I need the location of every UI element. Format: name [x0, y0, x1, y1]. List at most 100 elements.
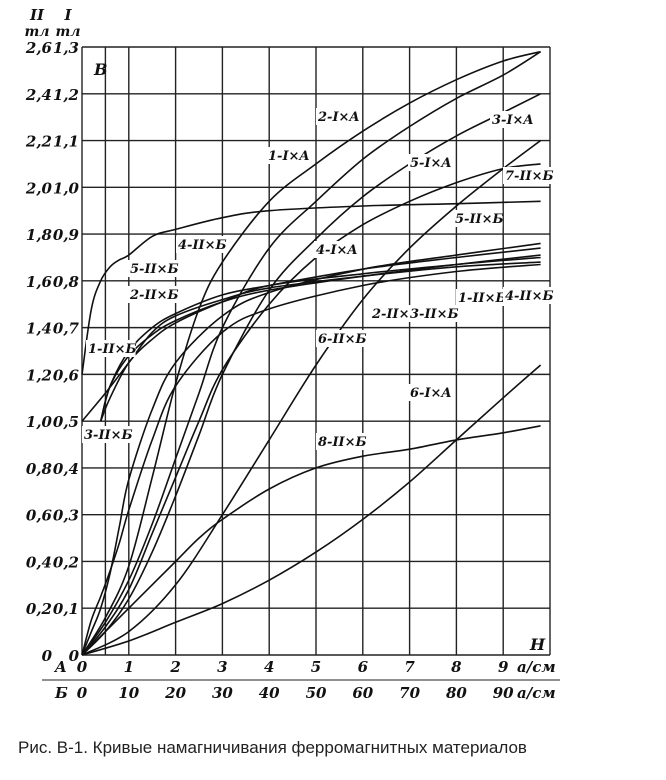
curve-label-14: 6-II×Б: [318, 332, 367, 347]
series-line-13: [81, 139, 542, 656]
curve-label-bg-17: [408, 384, 450, 401]
y-tick-I-0: 1,3: [53, 39, 79, 57]
y-axis-I-header-unit: тл: [55, 24, 80, 40]
series-line-6: [81, 263, 541, 656]
x-tick-B-5: 50: [306, 684, 327, 702]
curve-label-bg-0: [316, 108, 358, 125]
y-tick-I-2: 1,1: [53, 133, 79, 151]
curve-label-bg-8: [128, 260, 178, 277]
y-tick-II-4: 1,8: [26, 226, 53, 244]
curve-label-bg-5: [453, 210, 503, 227]
curve-label-17: 6-I×A: [410, 386, 452, 401]
y-tick-II-13: 0: [42, 647, 53, 665]
curve-label-bg-11: [408, 305, 458, 322]
curve-label-bg-6: [176, 236, 226, 253]
y-tick-I-5: 0,8: [53, 273, 80, 291]
curve-label-16: 3-II×Б: [84, 428, 133, 443]
magnetization-chart: 2-I×A 3-I×A 1-I×A 5-I×A 7-II×Б 5-II×Б 4-II×Б 4-…: [24, 6, 560, 702]
axes: 2,6 1,32,4 1,22,2 1,12,0 1,01,8 0,91,6 0,81,4 0…: [24, 6, 560, 702]
curve-label-bg-9: [128, 286, 178, 303]
x-axis-label: H: [529, 635, 546, 654]
curve-label-7: 4-I×A: [316, 243, 358, 258]
x-tick-A-4: 4: [264, 658, 274, 676]
x-tick-B-0: 0: [77, 684, 88, 702]
y-tick-II-3: 2,0: [25, 179, 53, 197]
x-tick-A-8: 8: [451, 658, 462, 676]
x-tick-A-1: 1: [124, 658, 134, 676]
curve-label-bg-2: [266, 147, 308, 164]
x-tick-A-6: 6: [358, 658, 369, 676]
y-tick-II-1: 2,4: [25, 86, 52, 104]
series-line-10: [81, 50, 541, 656]
x-tick-A-5: 5: [311, 658, 321, 676]
curve-label-3: 5-I×A: [410, 156, 452, 171]
y-tick-II-11: 0,4: [26, 553, 52, 571]
curve-label-bg-12: [456, 289, 506, 306]
y-tick-I-7: 0,6: [53, 366, 80, 384]
series-line-5: [99, 247, 541, 422]
series-line-12: [81, 163, 541, 656]
series-line-4: [81, 261, 541, 422]
x-tick-A-9: 9: [498, 658, 509, 676]
series-line-8: [81, 425, 541, 656]
curve-label-4: 7-II×Б: [505, 169, 554, 184]
curves: [81, 50, 542, 656]
curve-label-8: 5-II×Б: [130, 262, 179, 277]
x-tick-B-2: 20: [164, 684, 186, 702]
curve-label-bg-1: [490, 111, 532, 128]
curve-label-9: 2-II×Б: [129, 288, 179, 303]
series-line-3: [99, 256, 541, 422]
figure-caption: Рис. В-1. Кривые намагничивания ферромаг…: [18, 738, 527, 757]
y-tick-II-7: 1,2: [26, 366, 52, 384]
y-axis-I-header-roman: I: [63, 6, 72, 24]
x-tick-B-7: 70: [399, 684, 420, 702]
series-line-11: [81, 93, 541, 656]
series-line-14: [81, 364, 542, 656]
y-tick-I-1: 1,2: [53, 86, 79, 104]
y-tick-I-8: 0,5: [53, 413, 79, 431]
curve-label-bg-13: [503, 287, 553, 304]
curve-label-5: 5-II×Б: [455, 212, 504, 227]
x-tick-B-1: 10: [118, 684, 139, 702]
curve-label-6: 4-II×Б: [178, 238, 227, 253]
y-tick-II-6: 1,4: [26, 320, 52, 338]
x-tick-A-2: 2: [169, 658, 180, 676]
y-tick-II-12: 0,2: [26, 600, 52, 618]
x-axis-B-unit: а/см: [517, 684, 556, 702]
x-axis-B-row-label: Б: [54, 684, 68, 702]
curve-label-bg-3: [408, 154, 450, 171]
curve-label-11: 3-II×Б: [410, 307, 459, 322]
y-tick-II-5: 1,6: [26, 273, 53, 291]
y-axis-label: B: [93, 60, 108, 79]
curve-label-12: 1-II×Б: [458, 291, 507, 306]
curve-label-13: 4-II×Б: [505, 289, 554, 304]
y-axis-II-header-unit: тл: [24, 24, 49, 40]
y-tick-I-11: 0,2: [53, 553, 79, 571]
x-tick-A-3: 3: [217, 658, 227, 676]
y-tick-I-3: 1,0: [53, 179, 80, 197]
curve-label-bg-15: [86, 340, 136, 357]
curve-label-bg-4: [503, 167, 553, 184]
curve-label-bg-7: [314, 241, 356, 258]
curve-label-2: 1-I×A: [268, 149, 310, 164]
y-tick-I-6: 0,7: [53, 320, 80, 338]
curve-label-15: 1-II×Б: [88, 342, 137, 357]
curve-label-18: 8-II×Б: [318, 435, 367, 450]
x-axis-A-row-label: A: [53, 658, 67, 676]
y-tick-I-4: 0,9: [53, 226, 80, 244]
curve-label-1: 3-I×A: [492, 113, 534, 128]
y-tick-I-10: 0,3: [53, 507, 79, 525]
y-tick-II-9: 0,8: [26, 460, 53, 478]
x-tick-A-0: 0: [77, 658, 88, 676]
x-tick-B-8: 80: [446, 684, 467, 702]
curve-label-bg-10: [370, 305, 420, 322]
grid: [81, 46, 551, 656]
y-tick-II-2: 2,2: [25, 133, 52, 151]
curve-labels: 2-I×A 3-I×A 1-I×A 5-I×A 7-II×Б 5-II×Б 4-II×Б 4-…: [82, 108, 554, 450]
series-line-9: [81, 51, 542, 656]
y-tick-II-10: 0,6: [26, 507, 53, 525]
x-tick-A-7: 7: [404, 658, 415, 676]
y-tick-II-0: 2,6: [25, 39, 53, 57]
x-tick-B-9: 90: [493, 684, 514, 702]
curve-label-bg-18: [316, 433, 366, 450]
